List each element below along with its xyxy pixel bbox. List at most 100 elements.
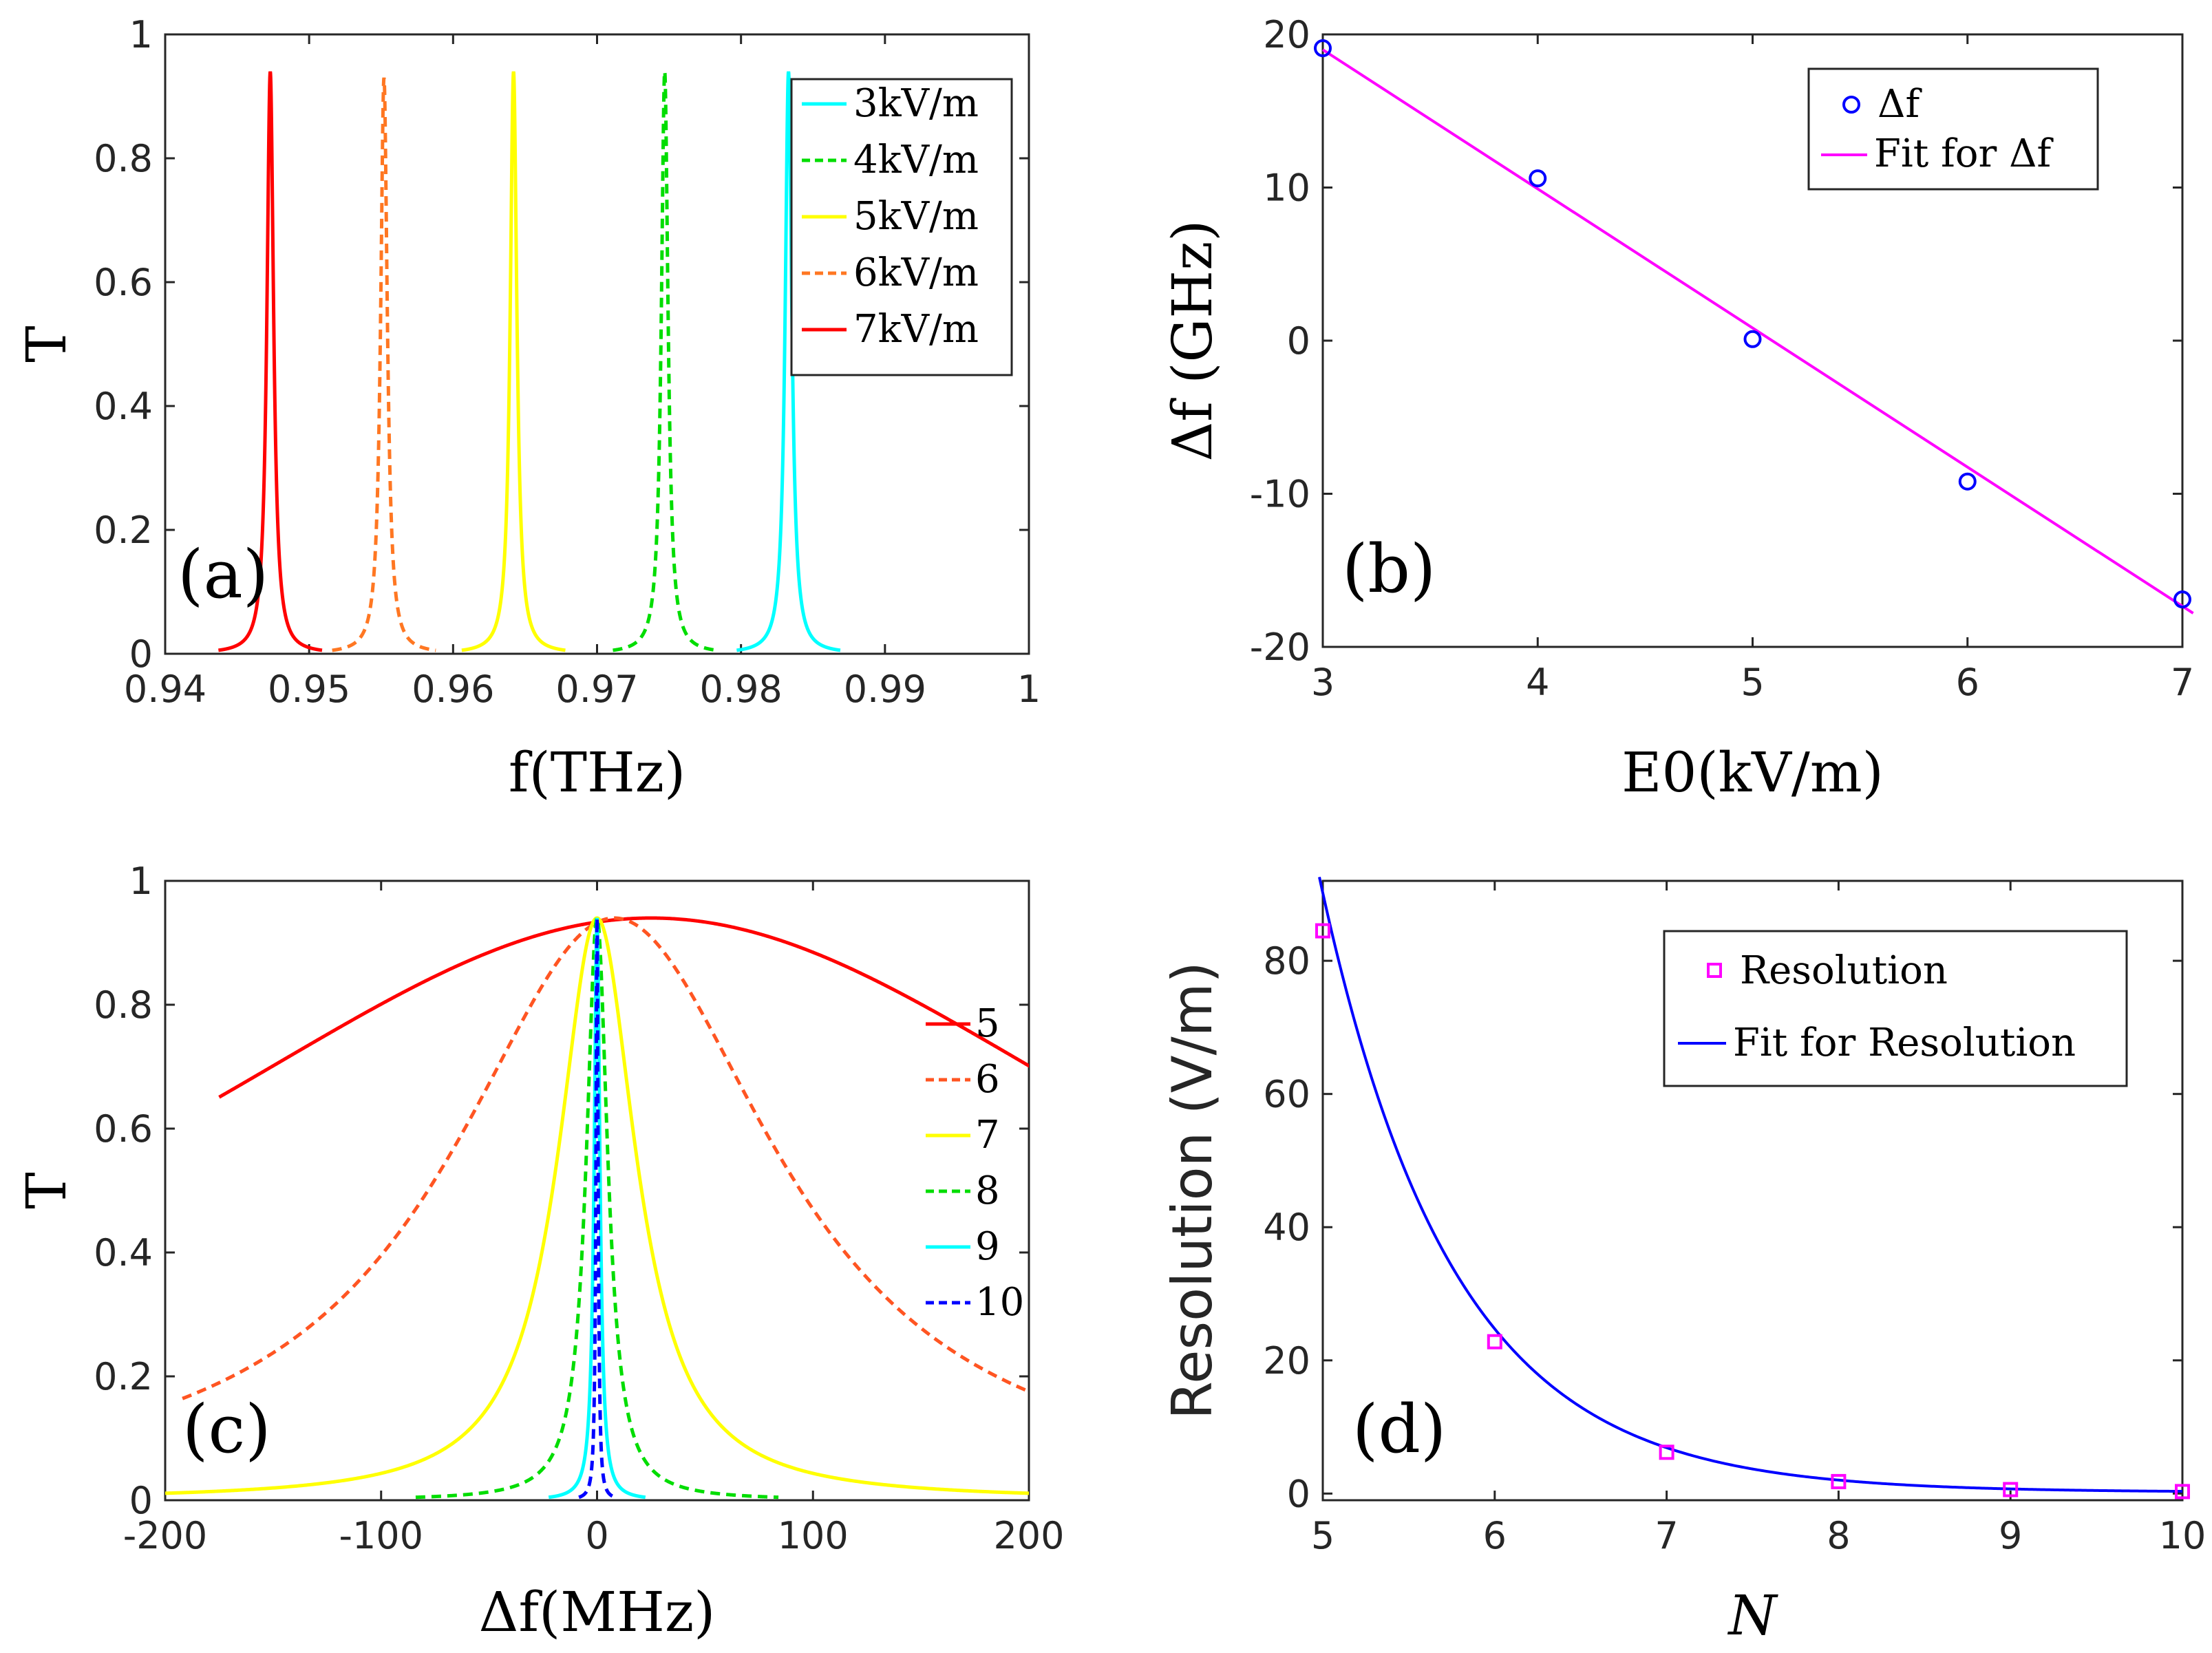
legend-label: Δf	[1878, 82, 1922, 127]
x-tick-label: 0	[585, 1514, 608, 1557]
y-tick-label: 0.6	[94, 1107, 153, 1151]
legend-label: 10	[975, 1280, 1024, 1325]
x-tick-label: 100	[778, 1514, 849, 1557]
x-tick-label: 0.99	[844, 668, 926, 711]
data-point-7	[1659, 1444, 1674, 1460]
legend-label: 6kV/m	[853, 250, 979, 295]
x-axis-label: N	[1727, 1583, 1779, 1647]
legend-label: 7	[975, 1113, 1000, 1158]
legend-label: 8	[975, 1169, 1000, 1213]
y-tick-label: 0.2	[94, 1355, 153, 1398]
y-tick-label: 0.6	[94, 261, 153, 304]
y-tick-label: 20	[1263, 1339, 1310, 1383]
y-tick-label: 10	[1263, 167, 1310, 210]
x-tick-label: -100	[339, 1514, 423, 1557]
series-line-6kV/m	[332, 77, 436, 652]
y-tick-label: 0.8	[94, 137, 153, 180]
x-tick-label: 5	[1311, 1514, 1334, 1557]
y-tick-label: 20	[1263, 13, 1310, 56]
x-tick-label: 200	[993, 1514, 1064, 1557]
legend-label: Fit for Δf	[1874, 131, 2054, 176]
x-tick-label: 0.94	[124, 668, 206, 711]
y-tick-label: 60	[1263, 1073, 1310, 1116]
y-tick-label: 0.4	[94, 385, 153, 428]
y-axis-label: T	[14, 326, 78, 362]
plot-area	[165, 915, 1029, 1500]
x-tick-label: 4	[1526, 661, 1549, 704]
panel-label: (d)	[1352, 1391, 1446, 1468]
data-point-5	[1315, 923, 1330, 939]
x-axis-label: Δf(MHz)	[479, 1580, 716, 1644]
legend-label: Fit for Resolution	[1733, 1021, 2076, 1065]
series-line-9	[548, 917, 646, 1500]
x-tick-label: 0.96	[412, 668, 494, 711]
legend-label: 3kV/m	[853, 81, 979, 126]
y-tick-label: -20	[1250, 626, 1310, 669]
y-tick-label: 1	[129, 860, 153, 903]
panel-d-resolution-vs-n: 5 6 7 8 9 10 0 20 40 60 80 Resolution Fit for Resolu…	[1160, 877, 2206, 1647]
x-tick-label: 7	[2171, 661, 2194, 704]
legend-label: 7kV/m	[853, 307, 979, 352]
series-line-7kV/m	[218, 71, 323, 652]
panel-label: (b)	[1342, 531, 1436, 608]
legend-label: 5	[975, 1001, 1000, 1046]
y-tick-label: 0	[129, 1479, 153, 1522]
x-tick-label: 3	[1311, 661, 1334, 704]
x-tick-label: 7	[1655, 1514, 1678, 1557]
legend-box	[1807, 67, 2099, 191]
y-axis-label: Δf (GHz)	[1160, 220, 1224, 461]
x-tick-label: 10	[2159, 1514, 2206, 1557]
y-tick-label: 40	[1263, 1206, 1310, 1249]
x-axis-label: E0(kV/m)	[1621, 740, 1884, 804]
x-tick-label: 9	[1999, 1514, 2022, 1557]
legend-label: Resolution	[1740, 948, 1948, 993]
y-tick-label: 0	[1287, 1472, 1310, 1515]
panel-label: (c)	[182, 1391, 271, 1468]
x-tick-label: 5	[1741, 661, 1764, 704]
y-axis-label: Resolution (V/m)	[1160, 961, 1224, 1419]
x-tick-label: 0.98	[700, 668, 783, 711]
data-point-4	[1529, 169, 1547, 188]
legend-box	[790, 78, 1013, 376]
data-point-3	[1314, 39, 1332, 58]
data-point-9	[2003, 1482, 2019, 1497]
panel-label: (a)	[178, 536, 268, 613]
y-tick-label: 0.2	[94, 509, 153, 552]
data-point-6	[1958, 472, 1977, 491]
y-tick-label: 80	[1263, 939, 1310, 983]
fit-curve	[1318, 877, 2183, 1493]
data-point-10	[2175, 1484, 2190, 1500]
fit-line	[1321, 48, 2194, 615]
series-line-10	[578, 917, 616, 1500]
x-tick-label: 0.97	[555, 668, 638, 711]
data-point-5	[1743, 330, 1762, 348]
x-tick-label: 6	[1483, 1514, 1507, 1557]
x-tick-label: -200	[123, 1514, 208, 1557]
y-tick-label: 0	[1287, 319, 1310, 363]
legend-label: 4kV/m	[853, 138, 979, 182]
x-axis-label: f(THz)	[509, 740, 685, 804]
data-point-7	[2173, 590, 2191, 609]
legend-marker	[1707, 963, 1722, 978]
series-line-3kV/m	[736, 71, 841, 652]
legend-box	[1663, 930, 2128, 1087]
series-line-8	[415, 915, 779, 1500]
series-line-5kV/m	[461, 71, 566, 652]
x-tick-label: 1	[1017, 668, 1041, 711]
axes-frame	[1321, 879, 2184, 1502]
series-line-4kV/m	[613, 71, 717, 652]
legend-marker	[1842, 96, 1860, 114]
x-tick-label: 6	[1956, 661, 1979, 704]
panel-c-transmission-vs-detuning: -200 -100 0 100 200 0 0.2 0.4 0.6 0.8 1 5 6 7 8 9 10 (c) Δ…	[14, 860, 1065, 1644]
y-tick-label: 0	[129, 632, 153, 676]
y-tick-label: 1	[129, 13, 153, 56]
legend-label: 6	[975, 1057, 1000, 1102]
series-line-5	[218, 916, 1029, 1099]
y-axis-label: T	[14, 1172, 78, 1208]
data-point-8	[1831, 1473, 1847, 1489]
x-tick-label: 8	[1827, 1514, 1850, 1557]
panel-a-transmission-vs-frequency: 0.94 0.95 0.96 0.97 0.98 0.99 1 0 0.2 0.4 0.6 0.8 1 3…	[14, 13, 1041, 804]
series-line-6	[182, 916, 1029, 1400]
